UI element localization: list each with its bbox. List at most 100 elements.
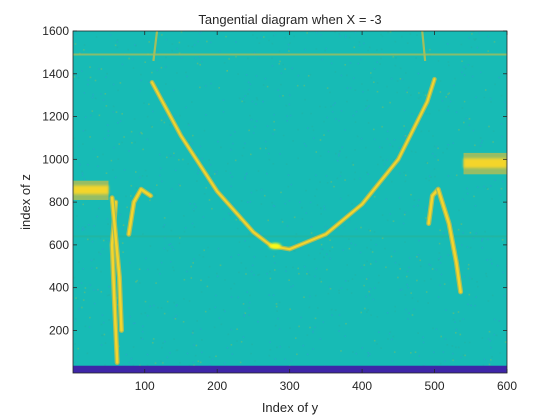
noise-speck: [502, 271, 504, 274]
noise-speck: [190, 265, 192, 268]
noise-speck: [74, 343, 76, 345]
noise-speck: [186, 352, 189, 355]
noise-speck: [364, 208, 367, 211]
noise-speck: [151, 126, 153, 128]
noise-speck: [297, 267, 299, 270]
noise-speck: [348, 218, 351, 221]
noise-speck: [344, 280, 347, 282]
noise-speck: [117, 158, 120, 160]
noise-speck: [159, 167, 162, 170]
noise-speck: [196, 180, 198, 182]
noise-speck: [247, 93, 249, 95]
noise-speck: [242, 97, 244, 100]
noise-speck: [282, 95, 284, 97]
noise-speck: [87, 79, 90, 81]
noise-speck: [292, 266, 294, 269]
noise-speck: [171, 43, 174, 45]
noise-speck: [142, 233, 144, 235]
noise-speck: [78, 261, 80, 263]
noise-speck: [481, 240, 483, 242]
noise-speck: [434, 175, 436, 178]
noise-speck: [462, 318, 465, 320]
noise-speck: [329, 239, 331, 241]
noise-speck: [165, 56, 167, 59]
noise-speck: [227, 333, 230, 336]
noise-speck: [288, 346, 290, 348]
noise-speck: [230, 296, 233, 298]
noise-speck: [408, 266, 410, 269]
noise-speck: [169, 154, 171, 157]
noise-speck: [199, 361, 202, 364]
noise-speck: [438, 109, 440, 112]
noise-speck: [183, 298, 185, 300]
noise-speck: [197, 40, 199, 43]
noise-speck: [232, 204, 234, 207]
noise-speck: [364, 109, 367, 111]
noise-speck: [178, 242, 181, 245]
noise-speck: [428, 175, 431, 177]
noise-speck: [203, 193, 206, 195]
noise-speck: [319, 252, 321, 255]
noise-speck: [303, 265, 306, 268]
noise-speck: [437, 60, 440, 62]
noise-speck: [144, 169, 147, 172]
noise-speck: [233, 282, 236, 285]
noise-speck: [248, 301, 251, 304]
noise-speck: [230, 344, 233, 346]
noise-speck: [477, 285, 479, 288]
noise-speck: [469, 277, 471, 279]
noise-speck: [309, 295, 311, 298]
noise-speck: [240, 262, 243, 264]
noise-speck: [274, 358, 277, 360]
noise-speck: [331, 246, 334, 249]
noise-speck: [173, 269, 175, 272]
noise-speck: [428, 179, 430, 182]
noise-speck: [235, 55, 237, 58]
noise-speck: [228, 212, 230, 215]
noise-speck: [199, 86, 201, 89]
noise-speck: [448, 92, 450, 94]
noise-speck: [286, 120, 288, 122]
noise-speck: [76, 298, 79, 300]
noise-speck: [487, 50, 489, 52]
noise-speck: [338, 153, 340, 155]
noise-speck: [290, 286, 292, 288]
noise-speck: [394, 305, 396, 308]
parabola-vertex-highlight: [269, 242, 282, 249]
noise-speck: [447, 175, 450, 177]
noise-speck: [439, 80, 442, 82]
noise-speck: [269, 349, 272, 351]
noise-speck: [132, 58, 134, 61]
noise-speck: [134, 44, 136, 46]
noise-speck: [464, 67, 467, 70]
noise-speck: [288, 103, 291, 106]
noise-speck: [413, 199, 416, 201]
noise-speck: [423, 280, 426, 282]
noise-speck: [369, 288, 372, 290]
noise-speck: [257, 170, 260, 172]
noise-speck: [336, 228, 339, 231]
noise-speck: [166, 356, 169, 359]
noise-speck: [453, 84, 455, 87]
noise-speck: [406, 275, 408, 278]
noise-speck: [173, 152, 175, 155]
noise-speck: [419, 96, 422, 98]
noise-speck: [202, 216, 205, 218]
noise-speck: [369, 294, 371, 296]
noise-speck: [193, 210, 195, 212]
noise-speck: [161, 180, 163, 183]
noise-speck: [340, 171, 342, 174]
noise-speck: [198, 254, 201, 256]
noise-speck: [184, 227, 187, 229]
noise-speck: [103, 333, 106, 336]
noise-speck: [108, 294, 110, 296]
noise-speck: [460, 223, 463, 225]
noise-speck: [410, 94, 412, 96]
noise-speck: [268, 158, 271, 161]
noise-speck: [89, 76, 92, 79]
noise-speck: [463, 121, 465, 124]
noise-speck: [147, 268, 149, 271]
noise-speck: [140, 131, 142, 134]
noise-speck: [365, 105, 367, 107]
